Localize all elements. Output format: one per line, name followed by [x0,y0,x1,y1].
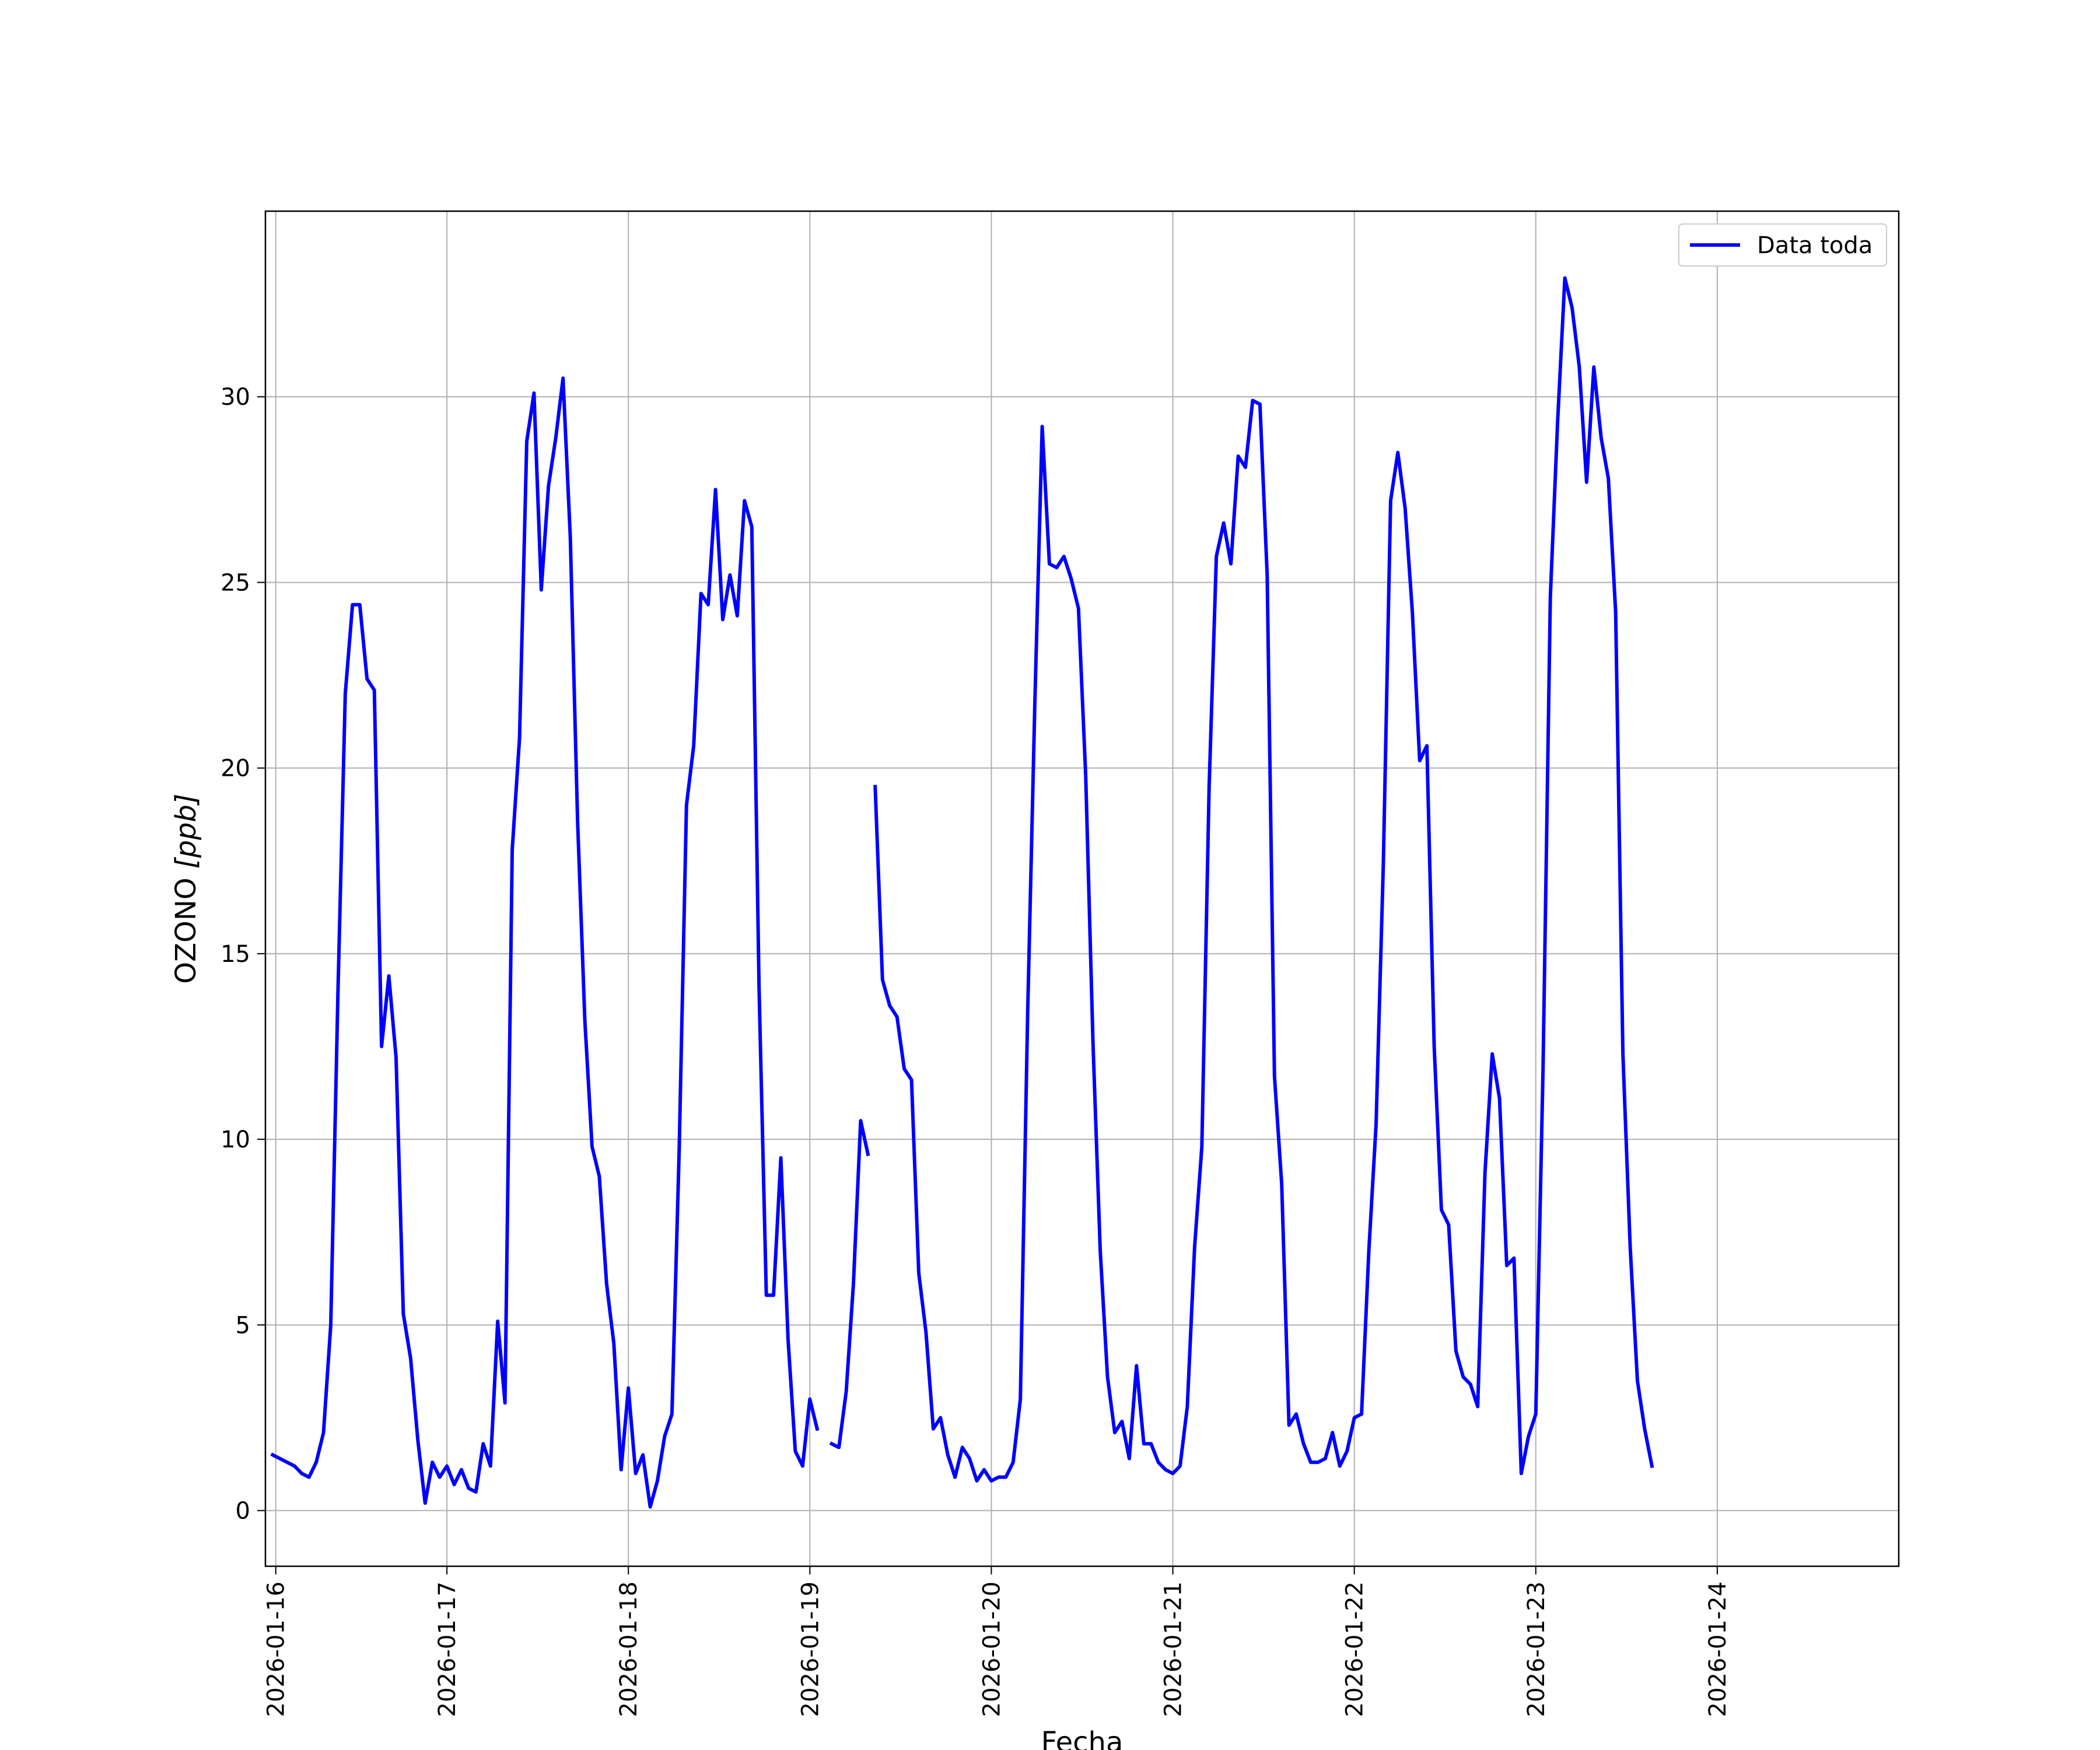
x-tick-label: 2026-01-19 [797,1581,824,1717]
series-line-data-toda [873,276,1654,1483]
y-tick-label: 5 [236,1312,250,1339]
x-tick-label: 2026-01-20 [978,1581,1005,1717]
plot-frame [264,210,1900,1567]
series-line-data-toda [270,376,820,1509]
x-tick-label: 2026-01-18 [615,1581,642,1717]
x-tick-label: 2026-01-24 [1704,1581,1731,1717]
y-axis-label: OZONO [ppb] [170,793,202,984]
y-tick-label: 0 [236,1498,250,1525]
grid-lines [265,211,1899,1566]
y-tick-label: 10 [220,1126,250,1153]
y-tick-label: 20 [220,755,250,782]
y-axis-label-unit: [ppb] [170,793,202,869]
x-tick-label: 2026-01-22 [1342,1581,1368,1717]
series-line-data-toda [829,1119,870,1450]
x-tick-label: 2026-01-23 [1523,1581,1550,1717]
legend-box [1678,223,1887,267]
legend-entry-data-toda: Data toda [1757,232,1873,259]
legend: Data toda [1678,223,1887,267]
y-tick-label: 25 [220,569,250,596]
x-axis-label: Fecha [1041,1726,1124,1750]
y-axis-label-main: OZONO [170,869,202,984]
x-tick-label: 2026-01-16 [263,1581,290,1717]
y-tick-label: 15 [220,941,250,968]
x-tick-label: 2026-01-17 [434,1581,461,1717]
y-tick-label: 30 [220,384,250,411]
axis-ticks: 2026-01-16 2026-01-17 2026-01-18 2026-01-19… [220,384,1731,1717]
series-layer [270,276,1654,1509]
x-tick-label: 2026-01-21 [1160,1581,1187,1717]
